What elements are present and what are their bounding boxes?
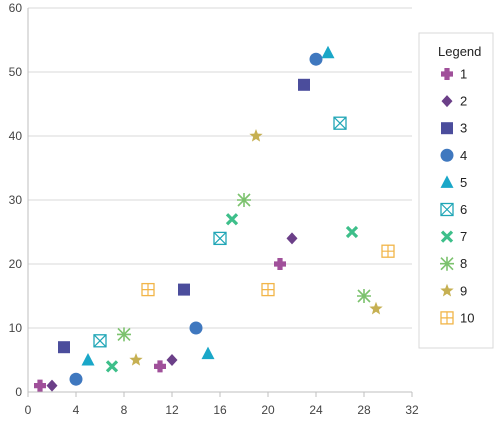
y-tick-label: 10 [9, 321, 23, 335]
legend-label-8: 8 [460, 256, 467, 271]
y-tick-label: 0 [15, 385, 22, 399]
data-point-series-2 [286, 232, 298, 245]
x-tick-label: 32 [405, 403, 419, 417]
data-point-series-10 [381, 244, 395, 258]
legend-label-3: 3 [460, 121, 467, 136]
data-point-series-2 [46, 379, 58, 392]
data-point-series-10 [261, 282, 275, 297]
data-point-series-4 [189, 321, 203, 335]
x-tick-label: 28 [357, 403, 371, 417]
legend-marker-6 [440, 202, 454, 217]
legend-item-6: 6 [440, 202, 467, 217]
grid-lines [28, 7, 412, 329]
y-tick-label: 50 [9, 65, 23, 79]
y-tick-label: 40 [9, 129, 23, 143]
legend-marker-7 [440, 230, 454, 243]
legend-label-10: 10 [460, 310, 474, 325]
data-point-series-3 [58, 341, 70, 354]
data-points [34, 45, 395, 392]
data-point-series-8 [117, 327, 131, 342]
legend-item-4: 4 [440, 148, 467, 163]
legend-items: 1 2 3 4 5 6 7 8 9 10 [440, 67, 474, 325]
legend-marker-1 [441, 68, 453, 80]
legend-label-2: 2 [460, 94, 467, 109]
data-point-series-5 [81, 353, 95, 366]
data-point-series-1 [154, 360, 166, 373]
data-point-series-2 [166, 354, 178, 366]
axes: 0 10 20 30 40 50 60 0 4 8 12 16 20 24 28 32 [9, 1, 419, 417]
data-point-series-5 [321, 45, 335, 59]
data-point-series-7 [105, 360, 119, 373]
y-tick-label: 60 [9, 1, 23, 15]
data-point-series-4 [309, 52, 323, 66]
legend-label-7: 7 [460, 229, 467, 244]
legend-label-5: 5 [460, 175, 467, 190]
x-tick-label: 12 [165, 403, 179, 417]
data-point-series-8 [357, 289, 371, 303]
y-tick-label: 20 [9, 257, 23, 271]
data-point-series-3 [298, 78, 310, 91]
legend-label-6: 6 [460, 202, 467, 217]
data-point-series-5 [201, 346, 215, 360]
data-point-series-6 [93, 334, 107, 348]
data-point-series-1 [274, 258, 286, 270]
x-tick-label: 0 [25, 403, 32, 417]
data-point-series-6 [213, 231, 227, 246]
legend-item-7: 7 [440, 229, 467, 244]
x-tick-label: 16 [213, 403, 227, 417]
legend-item-5: 5 [440, 175, 467, 190]
legend-label-1: 1 [460, 67, 467, 82]
legend-marker-2 [441, 95, 453, 108]
y-tick-label: 30 [9, 193, 23, 207]
x-tick-label: 4 [73, 403, 80, 417]
data-point-series-9 [369, 301, 383, 315]
x-tick-label: 24 [309, 403, 323, 417]
legend-item-8: 8 [440, 256, 467, 271]
legend-item-2: 2 [441, 94, 467, 109]
legend-marker-3 [441, 122, 453, 135]
legend-box [418, 32, 494, 349]
data-point-series-9 [129, 353, 143, 366]
data-point-series-9 [249, 129, 263, 142]
legend-item-10: 10 [440, 310, 474, 325]
data-point-series-10 [141, 282, 155, 297]
legend-item-1: 1 [441, 67, 467, 82]
legend-marker-10 [440, 311, 454, 325]
data-point-series-4 [69, 372, 83, 386]
legend: Legend 1 2 3 4 5 6 7 8 9 10 [418, 32, 494, 349]
x-tick-label: 8 [121, 403, 128, 417]
data-point-series-3 [178, 283, 190, 296]
legend-label-9: 9 [460, 283, 467, 298]
data-point-series-7 [345, 225, 359, 239]
legend-item-3: 3 [441, 121, 467, 136]
data-point-series-8 [237, 193, 251, 207]
x-tick-label: 20 [261, 403, 275, 417]
data-point-series-7 [225, 213, 239, 226]
legend-marker-4 [440, 148, 454, 162]
legend-label-4: 4 [460, 148, 467, 163]
data-point-series-6 [333, 116, 347, 130]
data-point-series-1 [34, 379, 46, 392]
legend-marker-8 [440, 256, 454, 271]
legend-item-9: 9 [440, 283, 467, 298]
legend-title: Legend [438, 44, 481, 59]
legend-marker-9 [440, 283, 454, 297]
legend-marker-5 [440, 175, 454, 188]
